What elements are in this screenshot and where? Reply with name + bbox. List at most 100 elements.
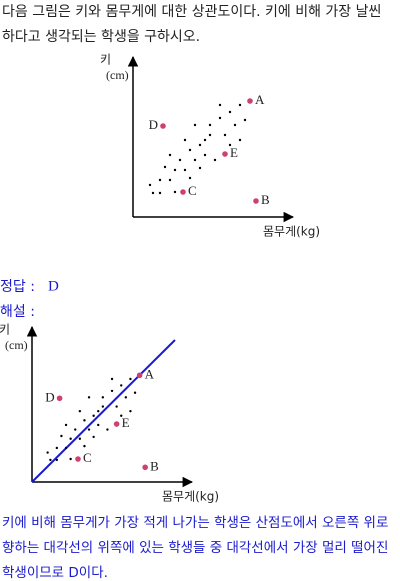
dot xyxy=(193,158,197,162)
dot xyxy=(46,451,49,454)
dot xyxy=(158,178,162,182)
dot xyxy=(223,133,227,137)
dot xyxy=(129,377,132,381)
explanation-line: 학생이므로 D이다. xyxy=(2,565,108,581)
dot xyxy=(97,409,100,413)
x-axis-label: 몸무게(kg) xyxy=(162,490,219,504)
dot xyxy=(203,153,207,157)
y-axis-label: 키 xyxy=(0,323,10,337)
dot xyxy=(228,143,232,147)
dot xyxy=(120,384,123,387)
dot xyxy=(203,138,207,142)
dot xyxy=(92,435,95,439)
explanation-line: 키에 비해 몸무게가 가장 적게 나가는 학생은 산점도에서 오른쪽 위로 xyxy=(2,515,388,531)
dot xyxy=(183,138,187,142)
diagonal xyxy=(31,339,176,483)
student-point xyxy=(142,464,148,471)
student-point xyxy=(222,151,228,157)
dot xyxy=(106,428,109,431)
student-point xyxy=(253,198,259,204)
point-label: D xyxy=(45,389,54,404)
dot xyxy=(110,389,114,393)
question-line: 다음 그림은 키와 몸무게에 대한 상관도이다. 키에 비해 가장 날씬 xyxy=(2,4,381,20)
answer-value: D xyxy=(48,278,59,294)
dot xyxy=(97,423,100,427)
dot xyxy=(133,391,137,394)
dot xyxy=(129,409,132,413)
answer-label: 정답 : xyxy=(0,279,35,295)
point-label: E xyxy=(122,415,130,430)
y-axis-unit: (cm) xyxy=(106,68,129,82)
dot xyxy=(198,166,202,170)
student-point xyxy=(136,372,143,379)
point-label: B xyxy=(261,192,270,207)
dot xyxy=(83,419,86,422)
dot xyxy=(233,123,237,127)
point-label: B xyxy=(150,458,159,473)
dot xyxy=(208,123,212,127)
dot xyxy=(87,428,91,431)
dot xyxy=(120,414,123,417)
dot xyxy=(49,458,52,462)
dot xyxy=(101,405,105,408)
dot xyxy=(69,457,72,461)
dot xyxy=(238,138,242,142)
dot xyxy=(64,423,68,427)
dot xyxy=(78,437,82,440)
point-label: E xyxy=(230,145,238,160)
dot xyxy=(158,191,162,195)
student-point xyxy=(180,189,186,195)
dot xyxy=(188,176,192,180)
point-label: A xyxy=(255,92,265,107)
dot xyxy=(198,143,202,147)
dot xyxy=(74,428,77,431)
dot xyxy=(168,178,172,182)
dot xyxy=(178,158,182,162)
dot xyxy=(163,165,167,169)
student-point xyxy=(75,456,81,462)
dot xyxy=(173,168,177,172)
dot xyxy=(228,110,232,114)
dot xyxy=(69,437,72,440)
dot xyxy=(188,148,192,152)
dot xyxy=(193,123,197,127)
y-axis-unit: (cm) xyxy=(5,338,28,352)
explanation-label: 해설 : xyxy=(0,304,35,320)
student-point xyxy=(160,123,166,129)
dot xyxy=(55,458,59,462)
dot xyxy=(78,409,82,413)
dot xyxy=(148,183,152,187)
dot xyxy=(87,396,91,399)
dot xyxy=(208,133,212,137)
dot xyxy=(151,191,155,195)
dot xyxy=(92,414,95,417)
dot xyxy=(183,168,187,172)
y-axis-label: 키 xyxy=(100,53,111,67)
dot xyxy=(55,446,59,450)
dot xyxy=(238,103,242,107)
student-point xyxy=(56,395,63,402)
x-axis-label: 몸무게(kg) xyxy=(263,225,320,239)
point-label: C xyxy=(188,183,197,198)
dot xyxy=(168,153,172,157)
dot xyxy=(243,118,247,122)
student-point xyxy=(247,98,253,104)
dot xyxy=(218,116,222,120)
student-point xyxy=(113,421,120,427)
dot xyxy=(83,444,86,448)
dot xyxy=(60,434,63,438)
dot xyxy=(124,396,128,399)
question-line: 하다고 생각되는 학생을 구하시오. xyxy=(2,29,200,45)
point-label: D xyxy=(149,117,158,132)
dot xyxy=(64,446,68,450)
explanation-line: 향하는 대각선의 위쪽에 있는 학생들 중 대각선에서 가장 멀리 떨어진 xyxy=(2,540,388,556)
dot xyxy=(115,405,118,408)
dot xyxy=(101,396,105,399)
dot xyxy=(213,158,217,162)
point-label: A xyxy=(145,366,155,381)
dot xyxy=(218,103,222,107)
dot xyxy=(110,377,114,381)
point-label: C xyxy=(83,450,92,465)
